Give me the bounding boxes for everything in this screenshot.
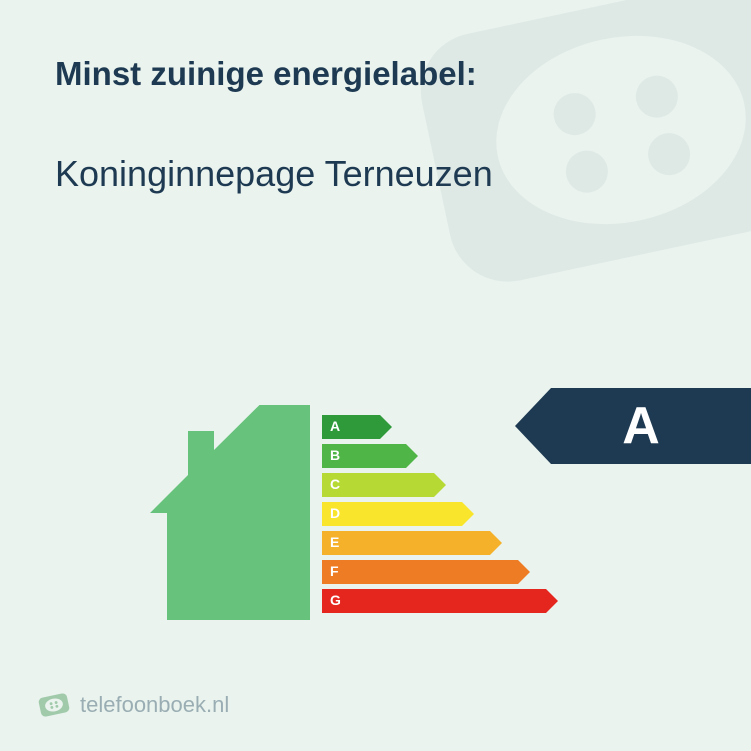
bar-shape-icon [322,502,474,526]
bar-label: A [330,418,340,434]
brand-icon [38,689,70,721]
card-subtitle: Koninginnepage Terneuzen [55,153,696,195]
bar-label: F [330,563,339,579]
energy-label-card: Minst zuinige energielabel: Koninginnepa… [0,0,751,751]
house-icon [150,405,310,620]
bar-label: D [330,505,340,521]
energy-bar-g: G [322,589,602,613]
rating-letter: A [602,396,700,456]
bar-shape-icon [322,531,502,555]
rating-callout: A [551,388,751,464]
bar-label: E [330,534,339,550]
bar-shape-icon [322,589,558,613]
callout-body: A [551,388,751,464]
bar-label: B [330,447,340,463]
footer-brand: telefoonboek.nl [38,689,229,721]
bar-label: G [330,592,341,608]
energy-bar-f: F [322,560,602,584]
card-title: Minst zuinige energielabel: [55,55,696,93]
bar-shape-icon [322,560,530,584]
brand-tld: .nl [206,692,229,717]
energy-bar-e: E [322,531,602,555]
brand-text: telefoonboek [80,692,206,717]
bar-label: C [330,476,340,492]
bar-shape-icon [322,473,446,497]
callout-arrow-icon [515,388,551,464]
brand-name: telefoonboek.nl [80,692,229,718]
energy-bar-c: C [322,473,602,497]
energy-bar-d: D [322,502,602,526]
